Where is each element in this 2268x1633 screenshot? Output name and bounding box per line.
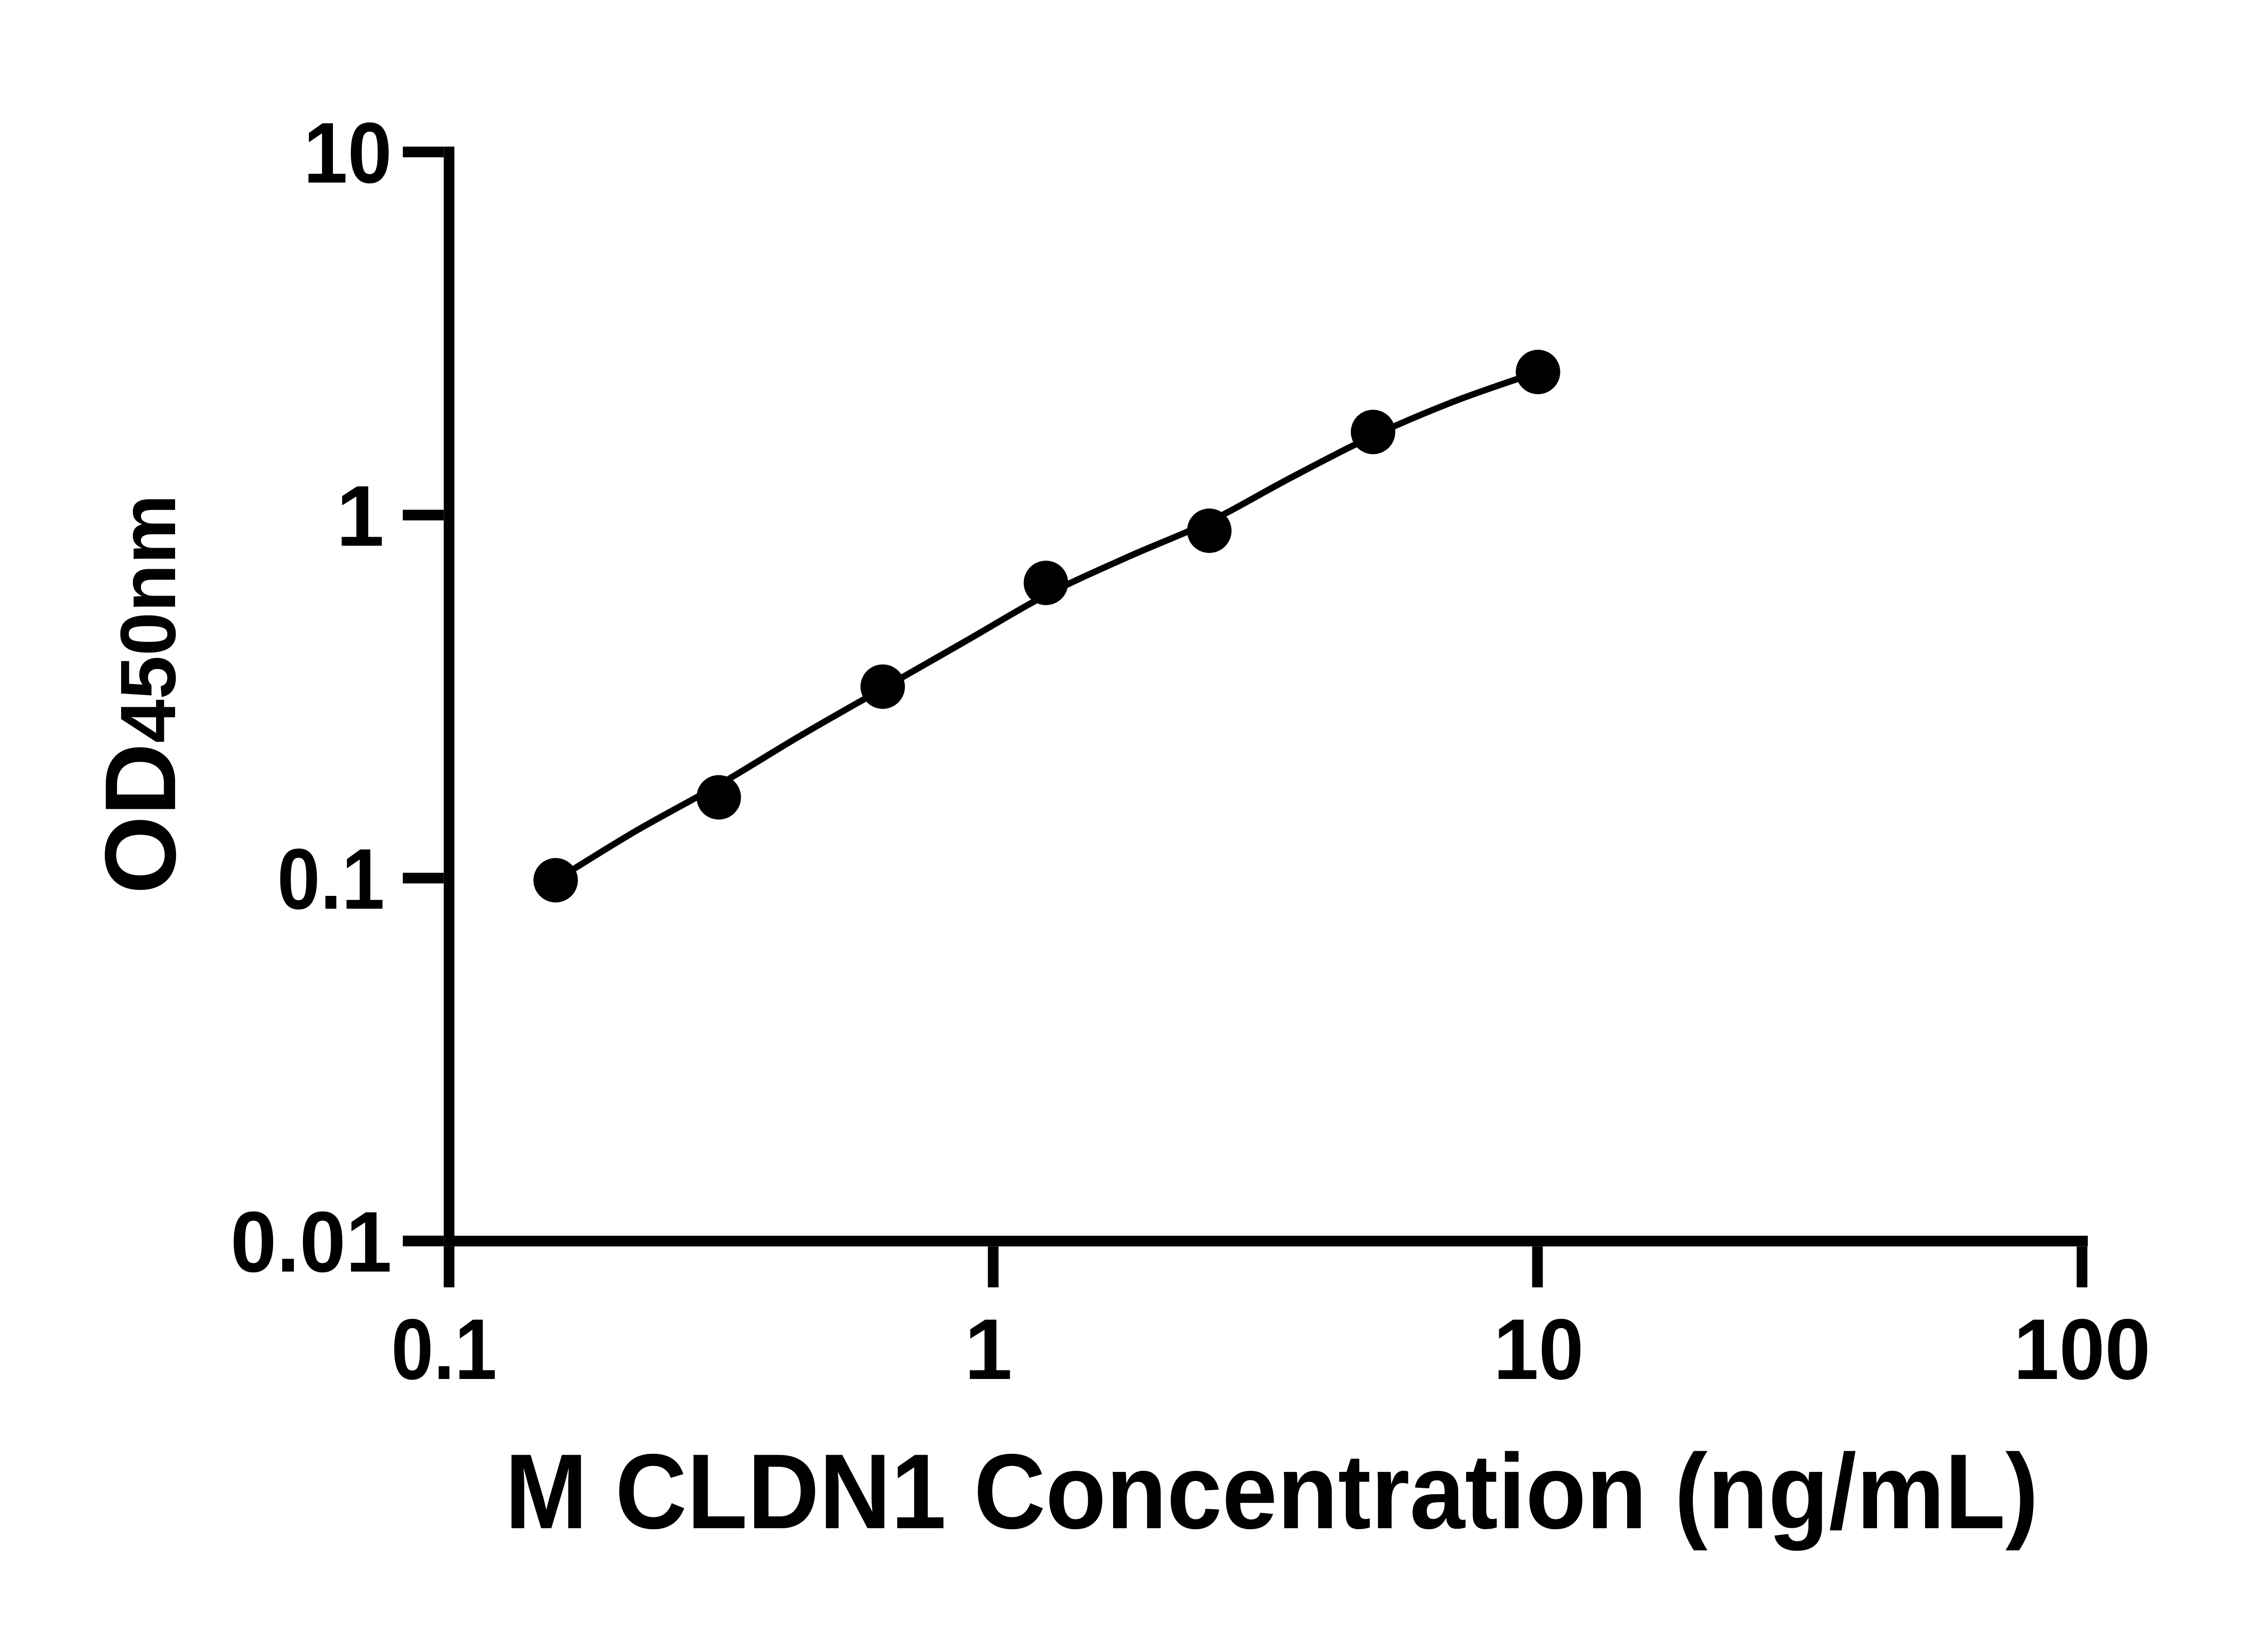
svg-text:0.1: 0.1 (277, 831, 385, 927)
svg-text:M CLDN1 Concentration (ng/mL): M CLDN1 Concentration (ng/mL) (505, 1432, 2038, 1551)
svg-text:10: 10 (1494, 1301, 1584, 1398)
svg-text:0.01: 0.01 (230, 1194, 392, 1290)
svg-text:100: 100 (2014, 1301, 2151, 1398)
svg-text:10: 10 (303, 105, 392, 201)
svg-text:1: 1 (336, 468, 384, 564)
svg-text:0.1: 0.1 (391, 1301, 497, 1398)
svg-text:1: 1 (964, 1301, 1012, 1398)
